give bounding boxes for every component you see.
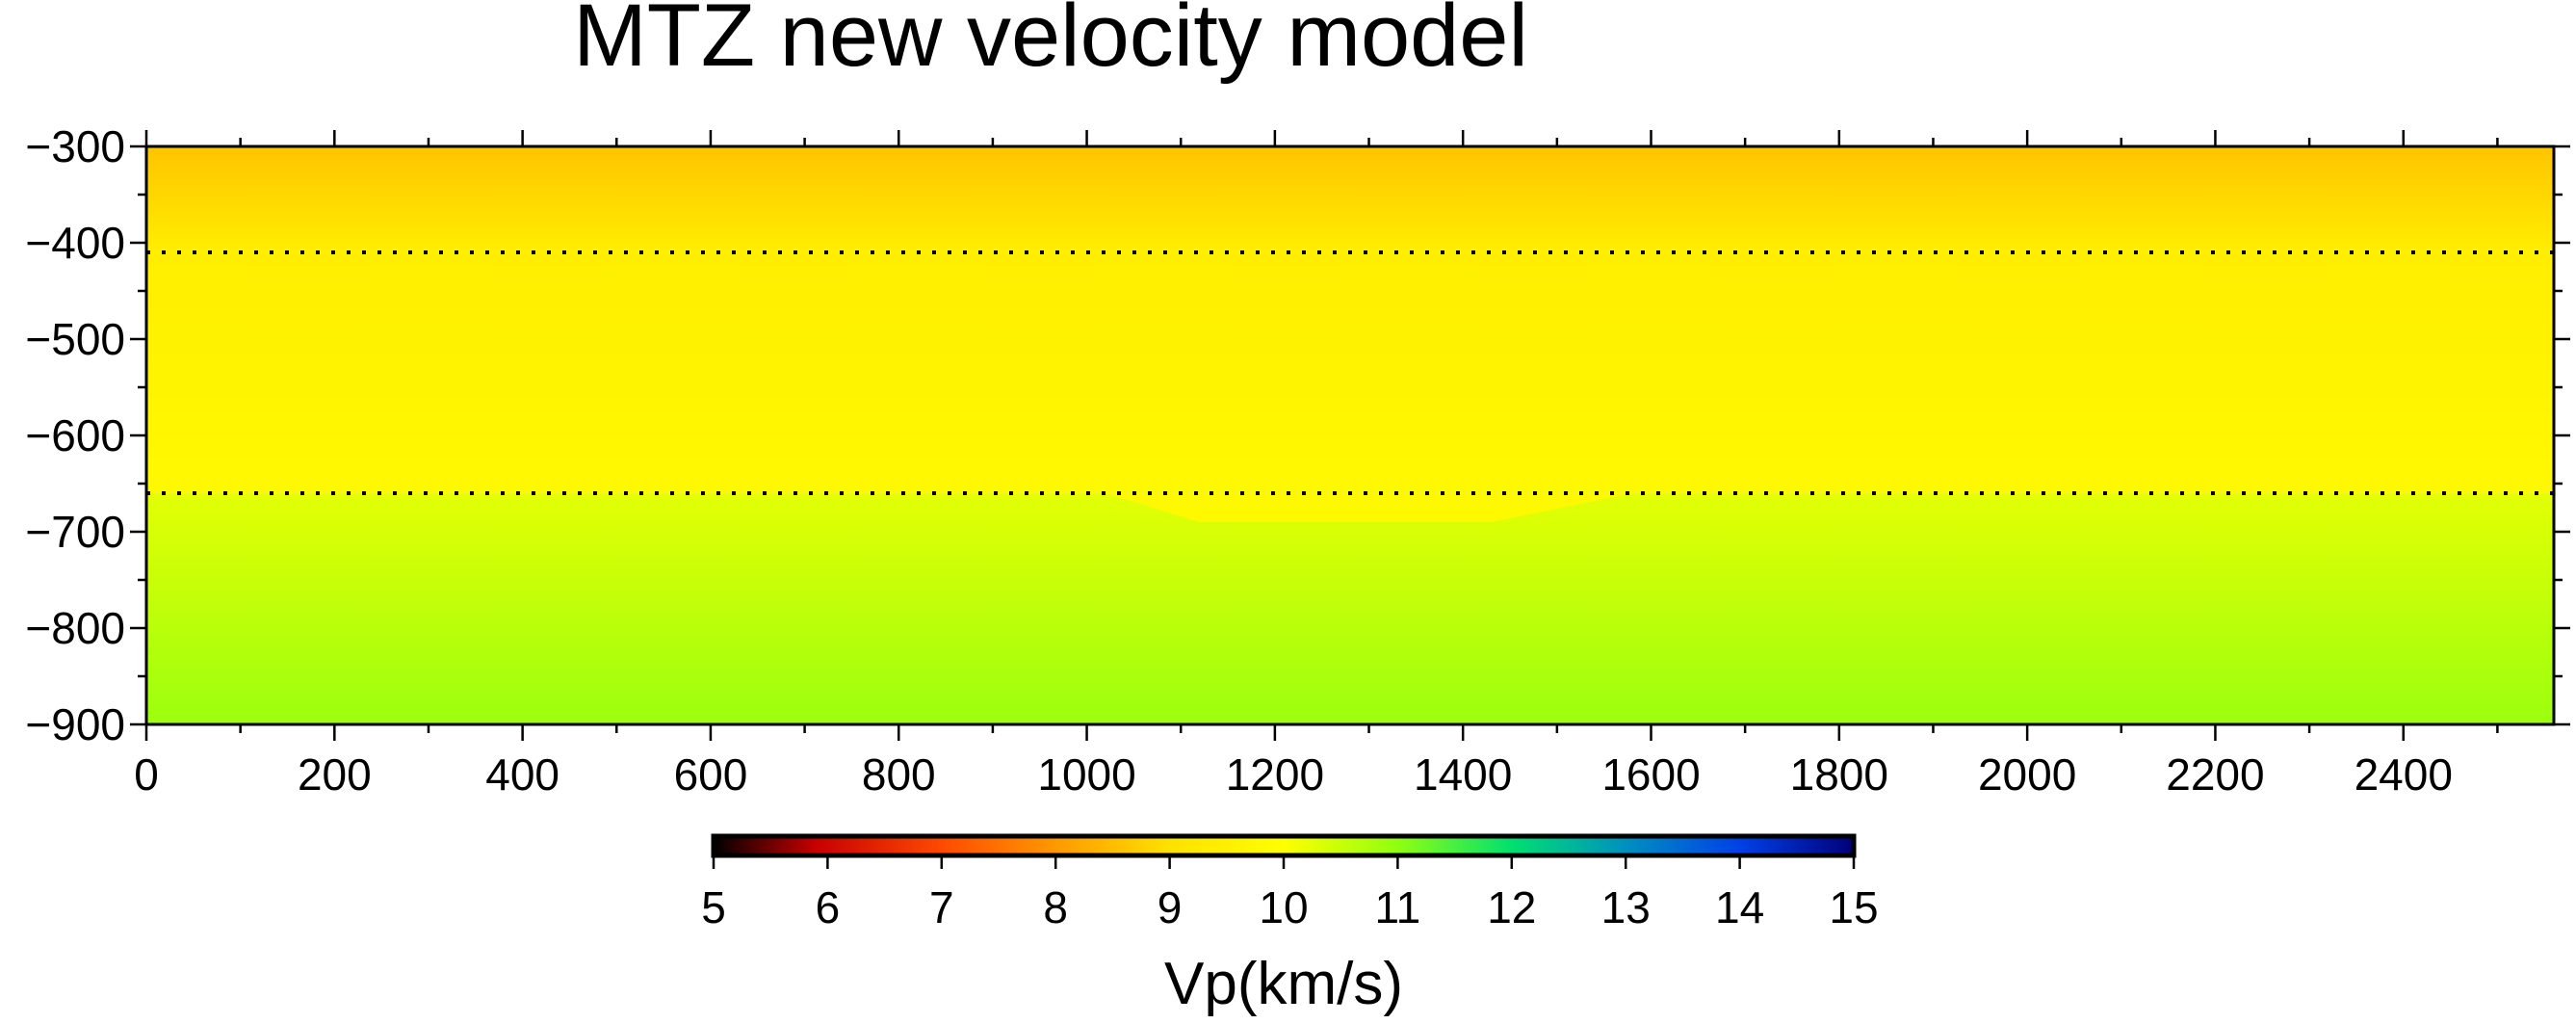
plot-area: [144, 144, 2556, 726]
x-tick-label-1000: 1000: [1037, 749, 1135, 800]
colorbar-tick-label-10: 10: [1259, 882, 1308, 932]
colorbar-label: Vp(km/s): [1164, 951, 1403, 1017]
colorbar-tick-label-14: 14: [1715, 882, 1764, 932]
y-tick-label-300: −300: [25, 121, 125, 171]
x-tick-label-200: 200: [298, 749, 372, 800]
x-tick-label-1600: 1600: [1601, 749, 1700, 800]
x-tick-label-2200: 2200: [2166, 749, 2264, 800]
colorbar-tick-label-13: 13: [1601, 882, 1651, 932]
y-tick-label-900: −900: [25, 699, 125, 749]
colorbar-tick-label-12: 12: [1487, 882, 1536, 932]
x-tick-label-1800: 1800: [1790, 749, 1888, 800]
colorbar-tick-label-6: 6: [816, 882, 841, 932]
y-tick-label-700: −700: [25, 507, 125, 557]
velocity-field: [146, 146, 2554, 724]
x-tick-label-0: 0: [134, 749, 159, 800]
x-tick-label-800: 800: [862, 749, 936, 800]
x-tick-label-2000: 2000: [1978, 749, 2076, 800]
y-tick-label-500: −500: [25, 314, 125, 364]
colorbar-tick-label-8: 8: [1043, 882, 1068, 932]
x-tick-label-1400: 1400: [1414, 749, 1512, 800]
colorbar-ticks: 5 6 7 8 9 10 11 12 13 14 15: [701, 855, 1879, 932]
x-tick-label-1200: 1200: [1226, 749, 1324, 800]
colorbar-tick-label-11: 11: [1375, 882, 1421, 932]
y-tick-label-400: −400: [25, 218, 125, 268]
colorbar-tick-label-15: 15: [1829, 882, 1878, 932]
y-tick-label-800: −800: [25, 603, 125, 653]
discontinuity-lines: [146, 250, 2554, 495]
colorbar-tick-label-5: 5: [701, 882, 726, 932]
x-axis: 0 200 400 600 800 1000 1200 1400 1600 1800 2000 220…: [134, 130, 2499, 800]
colorbar: 5 6 7 8 9 10 11 12 13 14 15 Vp(km/s): [701, 833, 1879, 1017]
x-tick-label-400: 400: [485, 749, 559, 800]
y-tick-label-600: −600: [25, 410, 125, 460]
colorbar-tick-label-9: 9: [1158, 882, 1183, 932]
colorbar-scale: [711, 833, 1857, 858]
x-tick-label-2400: 2400: [2355, 749, 2453, 800]
velocity-anomaly-660: [1106, 493, 1632, 522]
chart-title: MTZ new velocity model: [573, 0, 1528, 85]
y-axis: −300 −400 −500 −600 −700 −800 −900: [25, 121, 2570, 749]
colorbar-tick-label-7: 7: [929, 882, 954, 932]
x-tick-label-600: 600: [674, 749, 748, 800]
